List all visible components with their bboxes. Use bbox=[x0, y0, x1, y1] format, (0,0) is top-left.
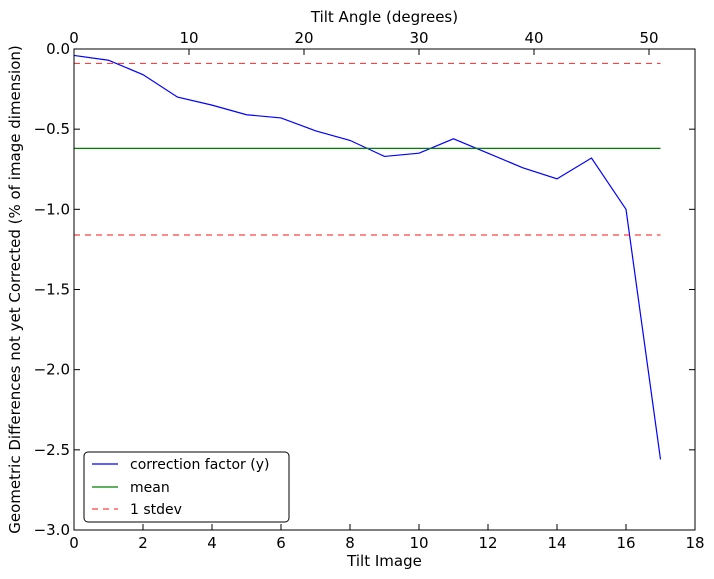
x-tick-label: 12 bbox=[478, 534, 497, 552]
y-tick-label: −1.0 bbox=[34, 200, 70, 218]
x-tick-label: 8 bbox=[345, 534, 355, 552]
top-x-tick-label: 10 bbox=[179, 29, 198, 47]
legend-label-correction-factor: correction factor (y) bbox=[130, 457, 269, 473]
x-tick-label: 10 bbox=[409, 534, 428, 552]
x-tick-label: 14 bbox=[547, 534, 566, 552]
x-tick-label: 18 bbox=[685, 534, 704, 552]
x-tick-label: 16 bbox=[616, 534, 635, 552]
y-tick-label: −1.5 bbox=[34, 281, 70, 299]
legend: correction factor (y) mean 1 stdev bbox=[83, 451, 290, 523]
legend-box bbox=[83, 451, 290, 523]
series-line-correction-factor-y--0 bbox=[73, 54, 662, 460]
top-x-tick-label: 40 bbox=[524, 29, 543, 47]
y-tick-label: −2.5 bbox=[34, 441, 70, 459]
x-tick-label: 0 bbox=[69, 534, 79, 552]
top-x-tick-label: 50 bbox=[639, 29, 658, 47]
top-x-tick-label: 20 bbox=[294, 29, 313, 47]
y-tick-label: −3.0 bbox=[34, 521, 70, 539]
ticks-layer: 0 2 4 6 8 10 12 14 16 18 0 10 20 30 40 50 0.0 −0.5 −1.0 −1.… bbox=[34, 29, 705, 552]
legend-label-stdev: 1 stdev bbox=[130, 502, 182, 518]
y-axis-title: Geometric Differences not yet Corrected … bbox=[6, 45, 24, 534]
x-tick-label: 2 bbox=[138, 534, 148, 552]
x-axis-title: Tilt Image bbox=[346, 552, 422, 570]
y-tick-label: −2.0 bbox=[34, 361, 70, 379]
y-tick-label: 0.0 bbox=[46, 40, 70, 58]
x-tick-label: 4 bbox=[207, 534, 217, 552]
x-tick-label: 6 bbox=[276, 534, 286, 552]
y-tick-label: −0.5 bbox=[34, 120, 70, 138]
top-x-tick-label: 30 bbox=[409, 29, 428, 47]
top-x-axis-title: Tilt Angle (degrees) bbox=[310, 8, 458, 26]
legend-label-mean: mean bbox=[130, 480, 170, 496]
series-layer bbox=[73, 54, 662, 460]
top-x-tick-label: 0 bbox=[69, 29, 79, 47]
